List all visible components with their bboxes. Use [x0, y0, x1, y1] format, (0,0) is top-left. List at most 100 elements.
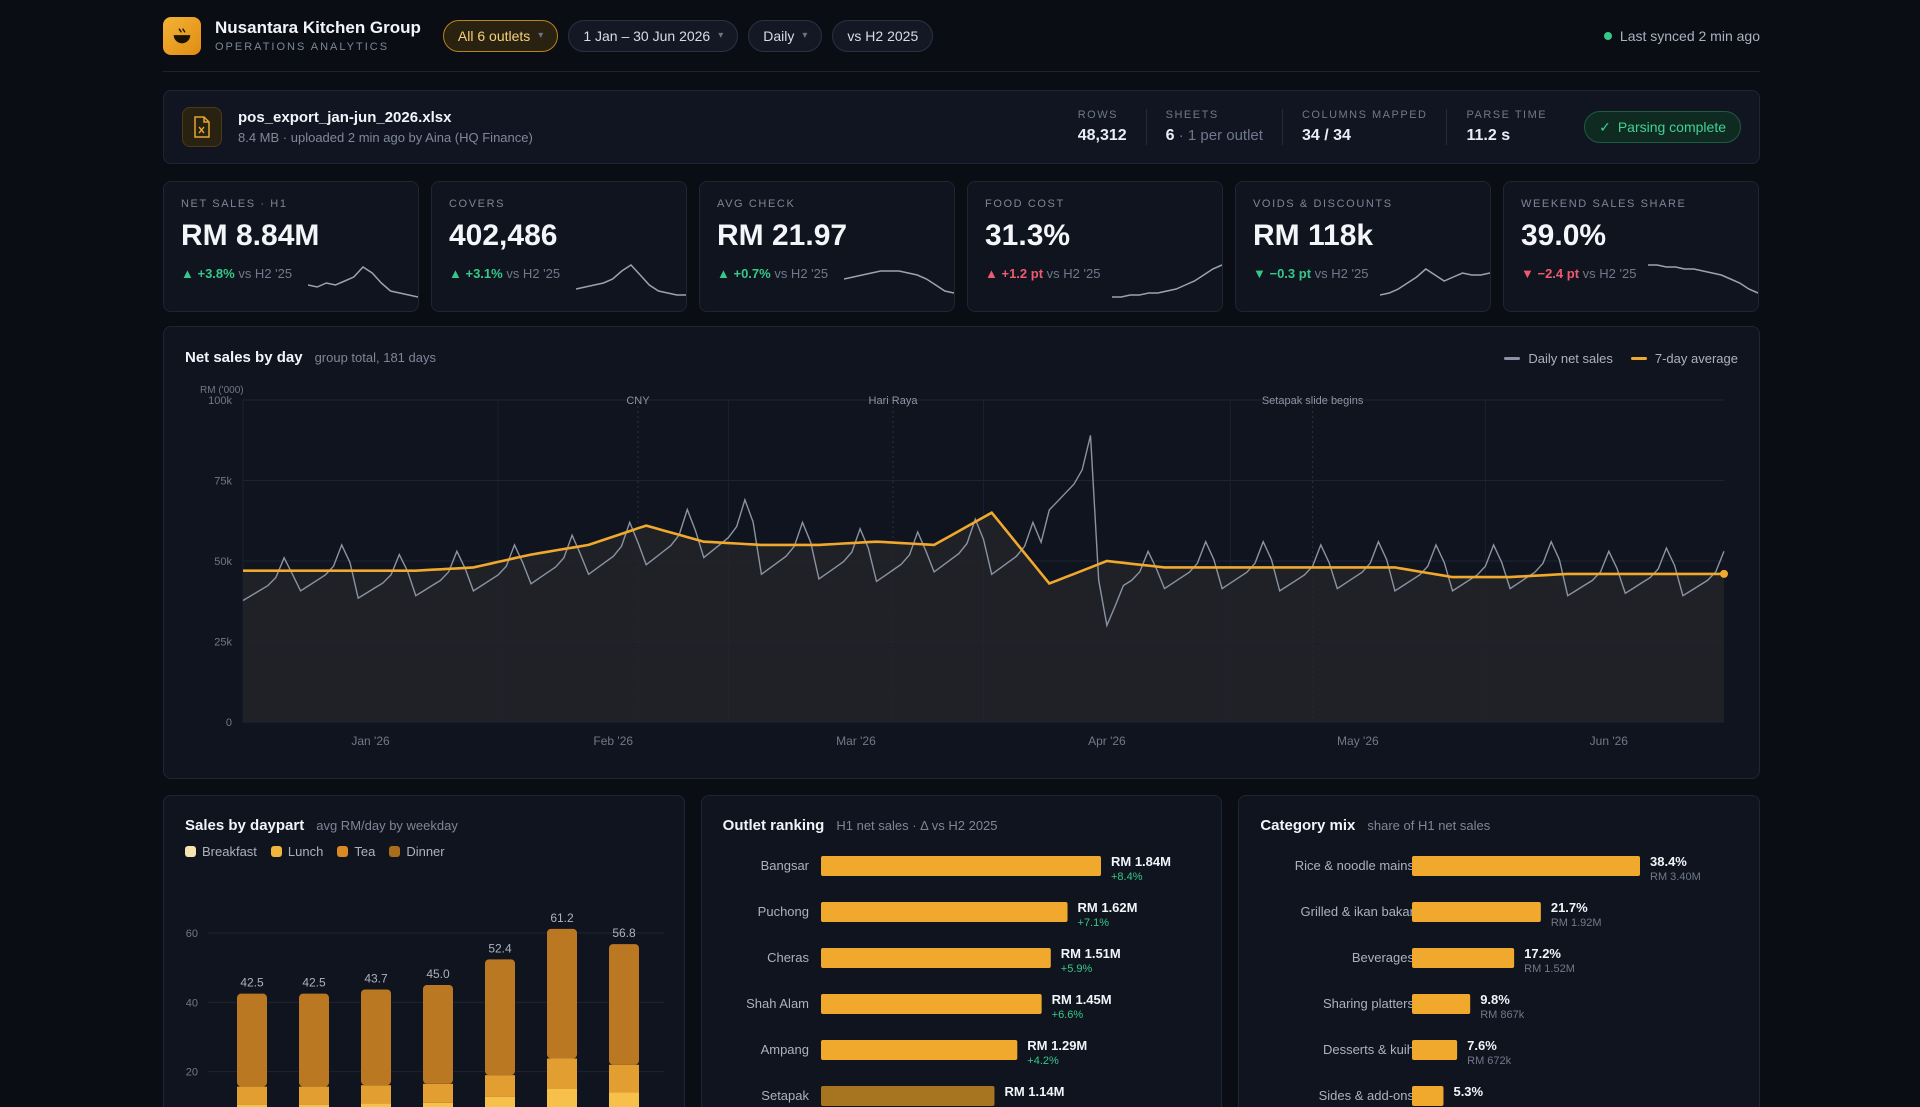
chevron-down-icon: ▾	[718, 30, 724, 41]
kpi-compare: vs H2 '25	[502, 266, 561, 281]
bar-category-label: Beverages	[1352, 950, 1415, 965]
brand-logo	[163, 16, 201, 55]
kpi-value: RM 8.84M	[181, 219, 320, 252]
x-tick-label: Jun '26	[1590, 734, 1629, 748]
net-sales-chart[interactable]: RM ('000) 0 25k 50k 75k 100k Jan '26 Feb '26 Mar…	[164, 327, 1761, 780]
comparison-filter[interactable]: vs H2 2025	[832, 19, 934, 52]
bar-sub-label: +4.2%	[1027, 1055, 1059, 1067]
kpi-card[interactable]: AVG CHECK RM 21.97 ▲ +0.7% vs H2 '25	[699, 181, 955, 312]
kpi-sparkline	[1112, 264, 1222, 298]
chart-legend: Daily net sales 7-day average	[1486, 351, 1738, 366]
daypart-bar-segment	[547, 1058, 577, 1089]
bar	[820, 1040, 1017, 1060]
bar	[820, 948, 1051, 968]
category-mix-chart[interactable]: Rice & noodle mains 38.4% RM 3.40M Grilled …	[1239, 796, 1760, 1107]
stat-value: 48,312	[1077, 127, 1127, 144]
kpi-delta-value: ▼ −0.3 pt	[1253, 266, 1312, 281]
bar-value-label: 5.3%	[1454, 1084, 1484, 1099]
y-tick-label: 60	[186, 928, 198, 940]
bar	[1412, 994, 1471, 1014]
kpi-card[interactable]: COVERS 402,486 ▲ +3.1% vs H2 '25	[431, 181, 687, 312]
legend-7day[interactable]: 7-day average	[1630, 351, 1738, 366]
daypart-bar-segment	[299, 1104, 329, 1107]
daypart-bar-segment	[609, 1064, 639, 1093]
legend-breakfast[interactable]: Breakfast	[185, 844, 257, 859]
kpi-label: AVG CHECK	[717, 198, 796, 210]
bar-sub-label: RM 672k	[1467, 1055, 1512, 1067]
outlet-filter[interactable]: All 6 outlets ▾	[442, 19, 559, 52]
legend-label: Tea	[354, 844, 376, 859]
chevron-down-icon: ▾	[802, 30, 808, 41]
legend-dinner[interactable]: Dinner	[389, 844, 445, 859]
bar-total-label: 56.8	[612, 926, 636, 940]
kpi-card[interactable]: NET SALES · H1 RM 8.84M ▲ +3.8% vs H2 '25	[163, 181, 419, 312]
bar-sub-label: +5.9%	[1060, 963, 1092, 975]
kpi-sparkline	[308, 266, 418, 298]
legend-lunch[interactable]: Lunch	[270, 844, 323, 859]
kpi-label: FOOD COST	[985, 198, 1065, 210]
legend-label: Daily net sales	[1528, 351, 1613, 366]
file-name[interactable]: pos_export_jan-jun_2026.xlsx	[238, 109, 452, 126]
daypart-subtitle: avg RM/day by weekday	[316, 818, 458, 833]
bar-category-label: Sides & add-ons	[1319, 1088, 1415, 1103]
bar-value-label: 38.4%	[1650, 854, 1687, 869]
file-bar: pos_export_jan-jun_2026.xlsx 8.4 MB · up…	[163, 90, 1760, 164]
sparkline-path	[1112, 264, 1222, 298]
x-tick-label: Apr '26	[1088, 734, 1126, 748]
bar-value-label: 21.7%	[1551, 900, 1588, 915]
bar-category-label: Bangsar	[760, 858, 809, 873]
bar-value-label: RM 1.45M	[1051, 992, 1111, 1007]
y-tick-label: 75k	[214, 476, 232, 488]
legend-label: Breakfast	[202, 844, 257, 859]
kpi-card[interactable]: WEEKEND SALES SHARE 39.0% ▼ −2.4 pt vs H2 …	[1503, 181, 1759, 312]
annotation-label: CNY	[626, 395, 650, 407]
stat-sub: · 1 per outlet	[1174, 127, 1263, 144]
daypart-bar-segment	[299, 1086, 329, 1105]
kpi-delta: ▲ +3.1% vs H2 '25	[449, 266, 669, 281]
bar-category-label: Sharing platters	[1323, 996, 1415, 1011]
granularity-filter[interactable]: Daily ▾	[748, 19, 823, 52]
daily-sales-line	[242, 435, 1725, 628]
kpi-value: RM 21.97	[717, 219, 848, 252]
bar-value-label: 7.6%	[1467, 1038, 1497, 1053]
kpi-sparkline	[1648, 264, 1758, 294]
daypart-bar-segment	[423, 1083, 453, 1103]
sparkline-path	[1648, 264, 1758, 294]
bar-total-label: 42.5	[240, 976, 264, 990]
date-range-label: 1 Jan – 30 Jun 2026	[583, 27, 711, 44]
stat-value: 34 / 34	[1301, 127, 1351, 144]
bowl-icon	[173, 28, 191, 43]
brand: Nusantara Kitchen Group OPERATIONS ANALY…	[215, 18, 421, 53]
kpi-card[interactable]: FOOD COST 31.3% ▲ +1.2 pt vs H2 '25	[967, 181, 1223, 312]
y-tick-label: 25k	[214, 637, 232, 649]
stat-label: ROWS	[1077, 109, 1118, 121]
outlet-ranking-title: Outlet ranking	[722, 817, 825, 834]
outlet-ranking-subtitle: H1 net sales · Δ vs H2 2025	[836, 818, 998, 833]
chart-subtitle: group total, 181 days	[314, 350, 436, 365]
kpi-label: NET SALES · H1	[181, 198, 288, 210]
date-range-filter[interactable]: 1 Jan – 30 Jun 2026 ▾	[568, 19, 739, 52]
stat-label: COLUMNS MAPPED	[1301, 109, 1428, 121]
daypart-bar-segment	[237, 993, 267, 1087]
kpi-label: WEEKEND SALES SHARE	[1521, 198, 1687, 210]
kpi-card[interactable]: VOIDS & DISCOUNTS RM 118k ▼ −0.3 pt vs H2 …	[1235, 181, 1491, 312]
bar	[820, 994, 1042, 1014]
legend-tea[interactable]: Tea	[337, 844, 375, 859]
outlet-filter-label: All 6 outlets	[457, 27, 531, 44]
bar-sub-label: +7.1%	[1077, 917, 1109, 929]
bar-sub-label: RM 3.40M	[1650, 871, 1701, 883]
kpi-delta: ▲ +3.8% vs H2 '25	[181, 266, 401, 281]
y-tick-label: 0	[226, 717, 232, 729]
legend-daily[interactable]: Daily net sales	[1504, 351, 1613, 366]
daypart-chart[interactable]: 20 40 60 42.5 42.5 43.7 45.0 52.4 61.2 56.8	[164, 796, 685, 1107]
bar-value-label: RM 1.62M	[1077, 900, 1137, 915]
bar	[1412, 948, 1515, 968]
kpi-delta-value: ▲ +3.8%	[181, 266, 235, 281]
bar	[1412, 902, 1542, 922]
daypart-bar-segment	[237, 1086, 267, 1105]
y-tick-label: 20	[186, 1067, 198, 1079]
outlet-ranking-chart[interactable]: Bangsar RM 1.84M +8.4% Puchong RM 1.62M +7.1%…	[702, 796, 1223, 1107]
kpi-row: NET SALES · H1 RM 8.84M ▲ +3.8% vs H2 '25 C…	[163, 181, 1760, 312]
bar	[820, 902, 1068, 922]
stat-label: SHEETS	[1165, 109, 1219, 121]
